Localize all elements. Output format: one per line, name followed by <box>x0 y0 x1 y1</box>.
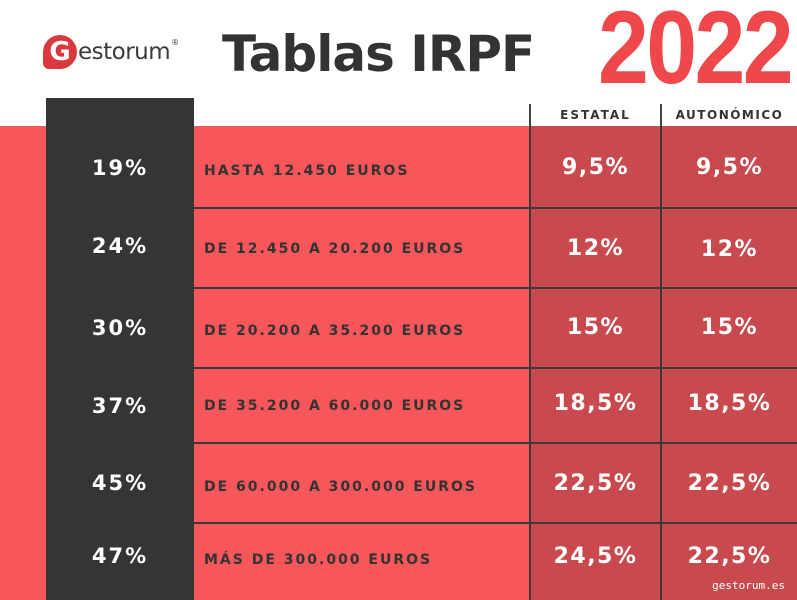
row-divider <box>194 522 797 524</box>
estatal-cell: 12% <box>566 236 625 261</box>
column-divider <box>660 126 662 600</box>
logo-text: estorum <box>78 39 171 65</box>
autonomico-column-bg <box>662 126 797 600</box>
estatal-cell: 15% <box>566 315 625 340</box>
logo-g-icon: G <box>43 35 77 69</box>
range-cell: DE 20.200 A 35.200 EUROS <box>204 323 466 339</box>
range-cell: HASTA 12.450 EUROS <box>204 163 410 179</box>
estatal-cell: 24,5% <box>553 544 638 569</box>
page-title: Tablas IRPF <box>222 25 535 83</box>
brand-logo: G estorum ® <box>43 32 179 72</box>
row-divider <box>194 367 797 369</box>
range-cell: DE 35.200 A 60.000 EUROS <box>204 398 466 414</box>
rate-cell: 24% <box>91 234 149 258</box>
title-year: 2022 <box>598 0 794 106</box>
rate-column-bg <box>46 98 194 600</box>
estatal-column-bg <box>531 126 660 600</box>
column-header-estatal: ESTATAL <box>560 108 631 122</box>
autonomico-cell: 22,5% <box>687 544 772 569</box>
autonomico-cell: 12% <box>700 237 759 262</box>
autonomico-cell: 18,5% <box>687 391 772 416</box>
autonomico-cell: 9,5% <box>695 155 763 180</box>
autonomico-cell: 22,5% <box>687 471 772 496</box>
rate-cell: 19% <box>91 156 149 180</box>
registered-icon: ® <box>171 37 180 47</box>
footer-url: gestorum.es <box>712 579 785 592</box>
rate-cell: 30% <box>91 316 149 340</box>
column-header-autonomico: AUTONÓMICO <box>675 108 784 122</box>
row-divider <box>194 287 797 289</box>
range-cell: DE 60.000 A 300.000 EUROS <box>204 479 478 495</box>
row-divider <box>194 207 797 209</box>
range-cell: MÁS DE 300.000 EUROS <box>204 552 433 568</box>
header-divider <box>529 104 531 126</box>
rate-cell: 47% <box>91 544 149 568</box>
rate-cell: 37% <box>91 394 149 418</box>
rate-cell: 45% <box>91 471 149 495</box>
autonomico-cell: 15% <box>700 315 759 340</box>
header-divider <box>660 104 662 126</box>
row-divider <box>194 442 797 444</box>
range-cell: DE 12.450 A 20.200 EUROS <box>204 241 466 257</box>
estatal-cell: 18,5% <box>553 391 638 416</box>
estatal-cell: 22,5% <box>553 471 638 496</box>
column-divider <box>529 126 531 600</box>
estatal-cell: 9,5% <box>561 155 629 180</box>
